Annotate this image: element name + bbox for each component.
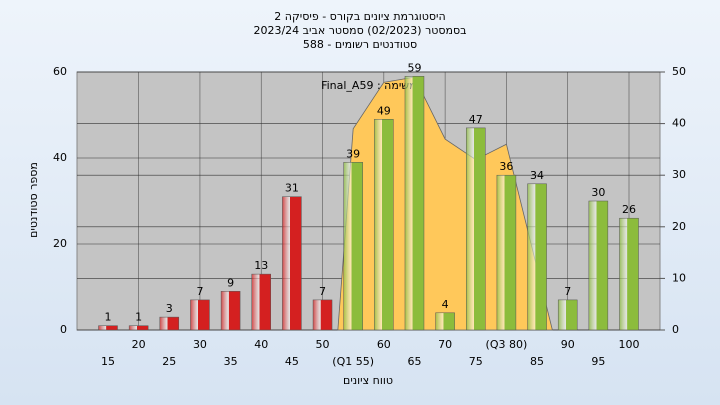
bar xyxy=(588,200,609,331)
x-tick-label: 45 xyxy=(285,355,299,368)
y-tick-label: 0 xyxy=(60,323,67,336)
data-label: 1 xyxy=(135,311,142,324)
x-tick-label: 90 xyxy=(561,338,575,351)
bar xyxy=(251,273,271,331)
x-tick-label: 30 xyxy=(193,338,207,351)
y2-tick-label: 10 xyxy=(672,271,686,284)
data-label: 7 xyxy=(196,285,203,298)
bar xyxy=(435,312,455,331)
x-tick-label: 40 xyxy=(254,338,268,351)
y-tick-label: 40 xyxy=(53,151,67,164)
x-tick-label: (Q3 80) xyxy=(486,338,528,351)
chart-subtitle: סטודנטים רשומים - 588 xyxy=(303,38,417,51)
bar xyxy=(128,325,149,331)
data-label: 1 xyxy=(105,311,112,324)
y2-tick-label: 30 xyxy=(672,168,686,181)
bar xyxy=(159,316,180,331)
bar xyxy=(312,299,333,331)
bar xyxy=(404,76,425,331)
chart-subtitle: בסמסטר (02/2023) סמסטר אביב 2023/24 xyxy=(253,24,466,37)
x-tick-label: 95 xyxy=(591,355,605,368)
y-tick-label: 60 xyxy=(53,65,67,78)
chart-title: היסטוגרמת ציונים בקורס - פיסיקה 2 xyxy=(274,10,445,23)
bar xyxy=(557,299,578,331)
data-label: 9 xyxy=(227,276,234,289)
y-axis-label: מספר סטודנטים xyxy=(27,162,40,238)
bar xyxy=(496,174,517,331)
x-tick-label: 100 xyxy=(619,338,640,351)
data-label: 34 xyxy=(530,169,544,182)
x-tick-label: 75 xyxy=(469,355,483,368)
y2-tick-label: 0 xyxy=(672,323,679,336)
data-label: 4 xyxy=(442,298,449,311)
bar xyxy=(98,325,118,331)
bar xyxy=(220,291,241,331)
x-tick-label: 20 xyxy=(132,338,146,351)
data-label: 26 xyxy=(622,203,636,216)
bar xyxy=(282,196,302,331)
data-label: 7 xyxy=(319,285,326,298)
y2-tick-label: 20 xyxy=(672,220,686,233)
data-label: 39 xyxy=(346,147,360,160)
bar xyxy=(527,183,547,331)
x-tick-label: 85 xyxy=(530,355,544,368)
data-label: 30 xyxy=(591,186,605,199)
data-label: 59 xyxy=(407,61,421,74)
data-label: 36 xyxy=(499,160,513,173)
x-axis-label: טווח ציונים xyxy=(343,374,393,387)
bar xyxy=(466,127,486,331)
data-label: 31 xyxy=(285,182,299,195)
x-tick-label: 50 xyxy=(316,338,330,351)
x-tick-label: 25 xyxy=(162,355,176,368)
x-tick-label: 15 xyxy=(101,355,115,368)
x-tick-label: 60 xyxy=(377,338,391,351)
bar xyxy=(343,162,363,331)
data-label: 47 xyxy=(469,113,483,126)
x-tick-label: (Q1 55) xyxy=(332,355,374,368)
data-label: 13 xyxy=(254,259,268,272)
data-label: 3 xyxy=(166,302,173,315)
bar xyxy=(619,217,639,331)
y2-tick-label: 50 xyxy=(672,65,686,78)
x-tick-label: 65 xyxy=(407,355,421,368)
data-label: 49 xyxy=(377,104,391,117)
x-tick-label: 70 xyxy=(438,338,452,351)
data-label: 7 xyxy=(564,285,571,298)
y-tick-label: 20 xyxy=(53,237,67,250)
x-tick-label: 35 xyxy=(224,355,238,368)
bar xyxy=(190,299,210,331)
legend-entry: Final_A59 : במשימה xyxy=(321,79,423,92)
y2-tick-label: 40 xyxy=(672,117,686,130)
bar xyxy=(374,119,394,331)
